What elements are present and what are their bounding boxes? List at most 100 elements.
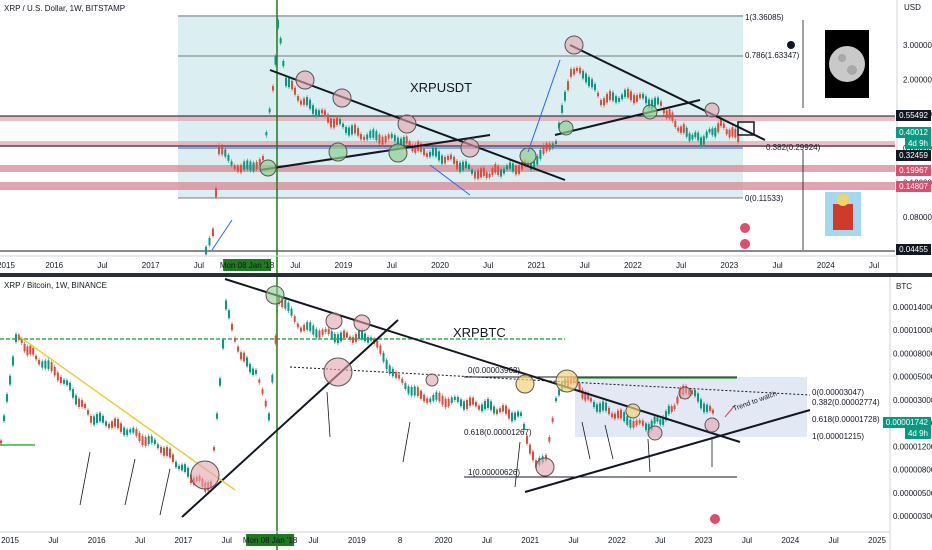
fib-label: 0.382(0.29924) <box>766 143 821 152</box>
x-tick-label: Mon 08 Jan '18 <box>220 261 275 270</box>
eye-icon[interactable] <box>787 41 795 49</box>
trendline-down-2 <box>569 44 766 141</box>
price-tag: 0.55492 <box>896 110 931 121</box>
x-tick-label: Jul <box>308 536 318 545</box>
x-tick-label: 8 <box>398 536 403 545</box>
x-tick-label: 2023 <box>720 261 738 270</box>
x-tick-label: Jul <box>387 261 397 270</box>
y-axis-ticks: 0.00014000 0.00010000 0.00008000 0.00005000… <box>893 303 932 521</box>
fib-label: 0.382(0.00002774) <box>812 398 880 407</box>
chart-title: XRP / Bitcoin, 1W, BINANCE <box>4 281 107 290</box>
price-tag: 0.19967 <box>896 165 931 176</box>
trend-arrow <box>724 404 736 418</box>
trendline-down <box>269 69 566 181</box>
fib-label: 0(0.00003962) <box>468 366 520 375</box>
x-tick-label: 2025 <box>868 536 886 545</box>
y-tick-label: 0.00000500 <box>893 489 932 498</box>
x-tick-label: Mon 08 Jan '18 <box>243 536 298 545</box>
fib-label: 1(0.00001215) <box>812 432 864 441</box>
x-tick-label: Jul <box>568 536 578 545</box>
fib-label: 0(0.00003047) <box>812 388 864 397</box>
x-tick-label: 2017 <box>175 536 193 545</box>
focus-box <box>737 121 755 136</box>
xrpusd-chart-pane[interactable]: 1(3.36085) 0.786(1.63347) 0.382(0.29924)… <box>0 0 932 273</box>
xrpbtc-chart-pane[interactable]: Trend to watch 0(0.00003962) 0.618(0.000… <box>0 277 932 550</box>
x-axis-ticks: 2015 Jul 2016 Jul 2017 Jul Mon 08 Jan '18 Jul 20… <box>1 534 886 546</box>
x-tick-label: Jul <box>742 536 752 545</box>
trendline-up-2 <box>524 409 811 493</box>
price-candles <box>205 17 740 257</box>
x-tick-label: 2016 <box>45 261 63 270</box>
flash-icon[interactable] <box>740 223 750 233</box>
x-axis-ticks: 2015 2016 Jul 2017 Jul Mon 08 Jan '18 Jul 2019 J… <box>0 259 879 271</box>
x-tick-label: Jul <box>655 536 665 545</box>
x-tick-label: Jul <box>482 536 492 545</box>
range-box <box>575 377 807 437</box>
pane-separator[interactable] <box>0 273 932 277</box>
axis-unit: BTC <box>896 282 912 291</box>
x-tick-label: Jul <box>135 536 145 545</box>
x-tick-label: 2019 <box>348 536 366 545</box>
y-tick-label: 0.00008000 <box>893 349 932 358</box>
trendline-up <box>259 134 491 171</box>
flash-icon[interactable] <box>710 514 720 524</box>
trendline-down <box>224 278 741 443</box>
fib-label: 0.618(0.00001267) <box>464 428 532 437</box>
price-tag: 0.32459 <box>896 150 931 161</box>
y-tick-label: 0.00000800 <box>893 466 932 475</box>
fib-label: 0.786(1.63347) <box>745 51 800 60</box>
trendline-up-2 <box>554 99 701 136</box>
y-tick-label: 0.00003000 <box>893 396 932 405</box>
x-tick-label: 2015 <box>1 536 19 545</box>
pivot-circles <box>259 35 720 177</box>
x-tick-label: 2022 <box>624 261 642 270</box>
y-tick-label: 0.00000300 <box>893 512 932 521</box>
support-zone-2 <box>0 165 895 172</box>
x-tick-label: 2024 <box>817 261 835 270</box>
xrpusd-chart[interactable]: 1(3.36085) 0.786(1.63347) 0.382(0.29924)… <box>0 0 932 273</box>
fib-label: 0.618(0.00001728) <box>812 415 880 424</box>
x-tick-label: Jul <box>290 261 300 270</box>
resistance-zone <box>0 116 895 121</box>
flag-icon[interactable] <box>740 239 750 249</box>
x-tick-label: Jul <box>676 261 686 270</box>
symbol-label: XRPUSDT <box>410 80 472 95</box>
price-tag: 4d 9h <box>904 428 931 439</box>
axis-unit: USD <box>904 3 921 12</box>
y-tick-label: 3.00000 <box>903 41 932 50</box>
x-tick-label: 2022 <box>608 536 626 545</box>
x-tick-label: 2020 <box>431 261 449 270</box>
fib-label: 0(0.11533) <box>745 194 783 203</box>
x-tick-label: 2016 <box>88 536 106 545</box>
y-tick-label: 0.00005000 <box>893 373 932 382</box>
fib-label: 1(0.00000626) <box>468 468 520 477</box>
price-tag: 0.00001742 <box>882 417 931 428</box>
x-tick-label: Jul <box>772 261 782 270</box>
x-tick-label: Jul <box>194 261 204 270</box>
price-tag: 0.14807 <box>896 181 931 192</box>
x-tick-label: Jul <box>222 536 232 545</box>
price-candles <box>0 293 714 494</box>
x-tick-label: 2017 <box>142 261 160 270</box>
xrpbtc-chart[interactable]: Trend to watch 0(0.00003962) 0.618(0.000… <box>0 277 932 550</box>
price-tag: 4d 9h <box>904 138 931 149</box>
x-tick-label: Jul <box>48 536 58 545</box>
x-tick-label: 2024 <box>781 536 799 545</box>
x-tick-label: 2019 <box>335 261 353 270</box>
y-tick-label: 0.08000 <box>903 213 932 222</box>
mascot-icon <box>825 192 861 236</box>
price-tag: 0.40012 <box>896 127 931 138</box>
trendline-up <box>181 319 399 518</box>
y-tick-label: 0.00010000 <box>893 326 932 335</box>
support-zone <box>0 141 895 147</box>
x-tick-label: Jul <box>483 261 493 270</box>
x-tick-label: 2021 <box>521 536 539 545</box>
x-tick-label: 2021 <box>528 261 546 270</box>
support-zone-3 <box>0 182 895 190</box>
pivot-circles <box>190 285 720 490</box>
y-tick-label: 0.00014000 <box>893 303 932 312</box>
projection-arrows <box>211 59 561 251</box>
x-tick-label: Jul <box>829 536 839 545</box>
price-tag: 0.04455 <box>896 244 931 255</box>
pivot-arrows <box>79 391 713 516</box>
